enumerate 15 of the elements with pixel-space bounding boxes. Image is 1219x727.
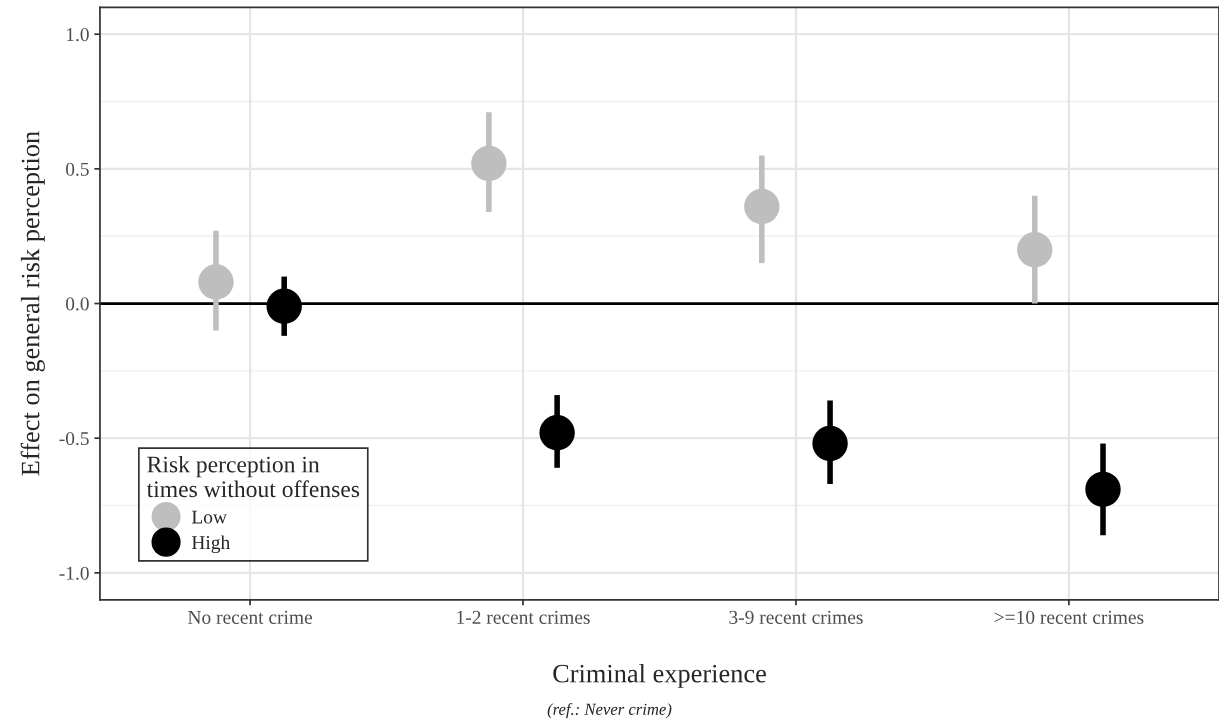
y-axis-title: Effect on general risk perception: [20, 131, 45, 476]
y-tick-label: 0.5: [65, 162, 89, 176]
y-tick-label: 1.0: [66, 28, 89, 42]
y-tick-label: -1.0: [59, 566, 89, 580]
x-tick-label: No recent crime: [188, 610, 313, 624]
x-tick-label: >=10 recent crimes: [994, 610, 1144, 624]
legend-label: High: [191, 535, 230, 554]
x-axis-title: Criminal experience: [553, 663, 766, 688]
legend-title: Risk perception in times without offenses: [146, 455, 360, 498]
y-tick-label: -0.5: [59, 432, 89, 446]
text: (ref.: Never crime): [547, 702, 672, 719]
legend-label: Low: [191, 510, 227, 524]
y-tick-label: 0.0: [65, 297, 89, 311]
x-tick-label: 1-2 recent crimes: [457, 610, 590, 624]
x-tick-label: 3-9 recent crimes: [729, 610, 863, 624]
